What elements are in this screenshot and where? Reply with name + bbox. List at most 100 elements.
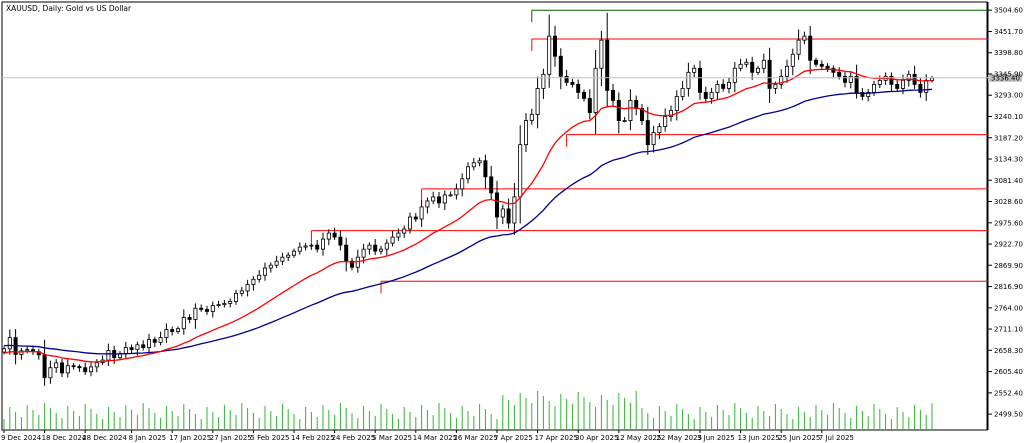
- candle-body: [367, 244, 372, 250]
- candle-body: [924, 79, 929, 93]
- candle-body: [808, 35, 813, 61]
- ma-fast-line: [3, 68, 933, 363]
- candle-body: [274, 260, 279, 266]
- candle-body: [529, 114, 534, 121]
- candle-body: [123, 347, 128, 355]
- candle-body: [587, 98, 592, 113]
- candle-body: [750, 61, 755, 73]
- candle-body: [245, 284, 250, 292]
- candle-body: [303, 245, 308, 248]
- candle-body: [709, 92, 714, 99]
- candle-body: [442, 194, 447, 204]
- candle-body: [535, 88, 540, 115]
- candle-body: [843, 75, 848, 83]
- y-tick-label: 2499.50: [994, 411, 1023, 419]
- candle-body: [77, 366, 82, 369]
- candle-body: [384, 242, 389, 250]
- candle-body: [657, 126, 662, 134]
- candle-body: [918, 83, 923, 93]
- candle-body: [158, 337, 163, 343]
- candle-body: [280, 256, 285, 262]
- chart-title: XAUUSD, Daily: Gold vs US Dollar: [6, 4, 132, 13]
- candle-body: [930, 77, 935, 81]
- candle-body: [349, 260, 354, 268]
- candle-body: [796, 39, 801, 55]
- candle-body: [512, 196, 517, 224]
- y-tick-label: 3240.10: [994, 113, 1023, 121]
- candle-body: [483, 160, 488, 178]
- candle-body: [669, 110, 674, 117]
- candle-body: [703, 92, 708, 99]
- candle-body: [407, 216, 412, 230]
- candle-body: [895, 83, 900, 89]
- y-tick-label: 2711.10: [994, 326, 1023, 334]
- y-tick-label: 3081.40: [994, 177, 1023, 185]
- candle-body: [431, 196, 436, 202]
- candle-body: [315, 244, 320, 250]
- x-tick-label: 17 Jan 2025: [169, 434, 211, 442]
- candle-body: [889, 75, 894, 85]
- candle-body: [721, 83, 726, 89]
- candle-body: [837, 71, 842, 77]
- candle-body: [564, 75, 569, 83]
- candle-body: [576, 83, 581, 93]
- candle-body: [373, 244, 378, 252]
- candle-body: [570, 81, 575, 85]
- y-tick-label: 3028.60: [994, 198, 1023, 206]
- candle-body: [605, 39, 610, 91]
- candle-body: [181, 317, 186, 330]
- candle-body: [500, 208, 505, 218]
- candle-body: [518, 144, 523, 198]
- moving-averages: [3, 68, 933, 363]
- candle-body: [332, 232, 337, 238]
- candle-body: [175, 328, 180, 332]
- x-tick-label: 26 Mar 2025: [453, 434, 497, 442]
- y-tick-label: 2605.40: [994, 368, 1023, 376]
- candle-body: [756, 67, 761, 73]
- candle-body: [686, 71, 691, 89]
- x-tick-label: 7 Jul 2025: [819, 434, 854, 442]
- candle-body: [790, 53, 795, 67]
- candle-body: [460, 178, 465, 190]
- current-price-label: 3336.40: [988, 73, 1022, 82]
- candle-body: [698, 67, 703, 93]
- plot-area[interactable]: [1, 1, 988, 431]
- candle-body: [25, 349, 30, 352]
- candle-body: [338, 236, 343, 246]
- candle-body: [872, 83, 877, 93]
- candle-body: [640, 108, 645, 121]
- candle-body: [692, 67, 697, 73]
- candle-body: [402, 228, 407, 234]
- x-tick-label: 3 Jun 2025: [697, 434, 735, 442]
- candle-body: [7, 337, 12, 350]
- candle-body: [680, 88, 685, 97]
- candle-body: [170, 329, 175, 332]
- candle-body: [611, 90, 616, 101]
- candle-body: [135, 344, 140, 351]
- candle-body: [465, 166, 470, 180]
- candle-body: [297, 246, 302, 252]
- x-tick-label: 13 Jun 2025: [738, 434, 780, 442]
- candle-body: [344, 244, 349, 262]
- candle-body: [814, 59, 819, 65]
- candle-body: [727, 81, 732, 89]
- price-axis: 3504.60 3451.70 3398.80 3345.90 3293.00 3240.…: [988, 7, 1023, 419]
- candle-body: [767, 59, 772, 89]
- candle-body: [854, 75, 859, 93]
- candle-body: [146, 339, 151, 349]
- x-tick-label: 9 Dec 2024: [1, 434, 42, 442]
- x-tick-label: 27 Jan 2025: [210, 434, 252, 442]
- x-tick-label: 5 Mar 2025: [372, 434, 412, 442]
- candle-body: [42, 354, 47, 379]
- candle-body: [674, 96, 679, 111]
- candle-body: [738, 63, 743, 69]
- x-tick-label: 8 Jan 2025: [129, 434, 167, 442]
- candle-body: [361, 248, 366, 258]
- y-tick-label: 2816.90: [994, 283, 1023, 291]
- x-tick-label: 14 Mar 2025: [413, 434, 457, 442]
- candle-body: [193, 307, 198, 320]
- candle-body: [634, 100, 639, 109]
- candle-body: [204, 309, 209, 312]
